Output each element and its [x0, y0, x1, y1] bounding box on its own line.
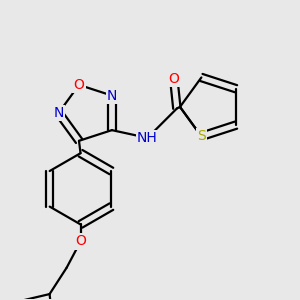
Text: O: O — [75, 234, 86, 248]
Text: O: O — [168, 72, 179, 86]
Text: N: N — [107, 88, 117, 103]
Text: S: S — [197, 129, 206, 143]
Text: N: N — [53, 106, 64, 120]
Text: O: O — [74, 78, 84, 92]
Text: NH: NH — [137, 131, 158, 145]
